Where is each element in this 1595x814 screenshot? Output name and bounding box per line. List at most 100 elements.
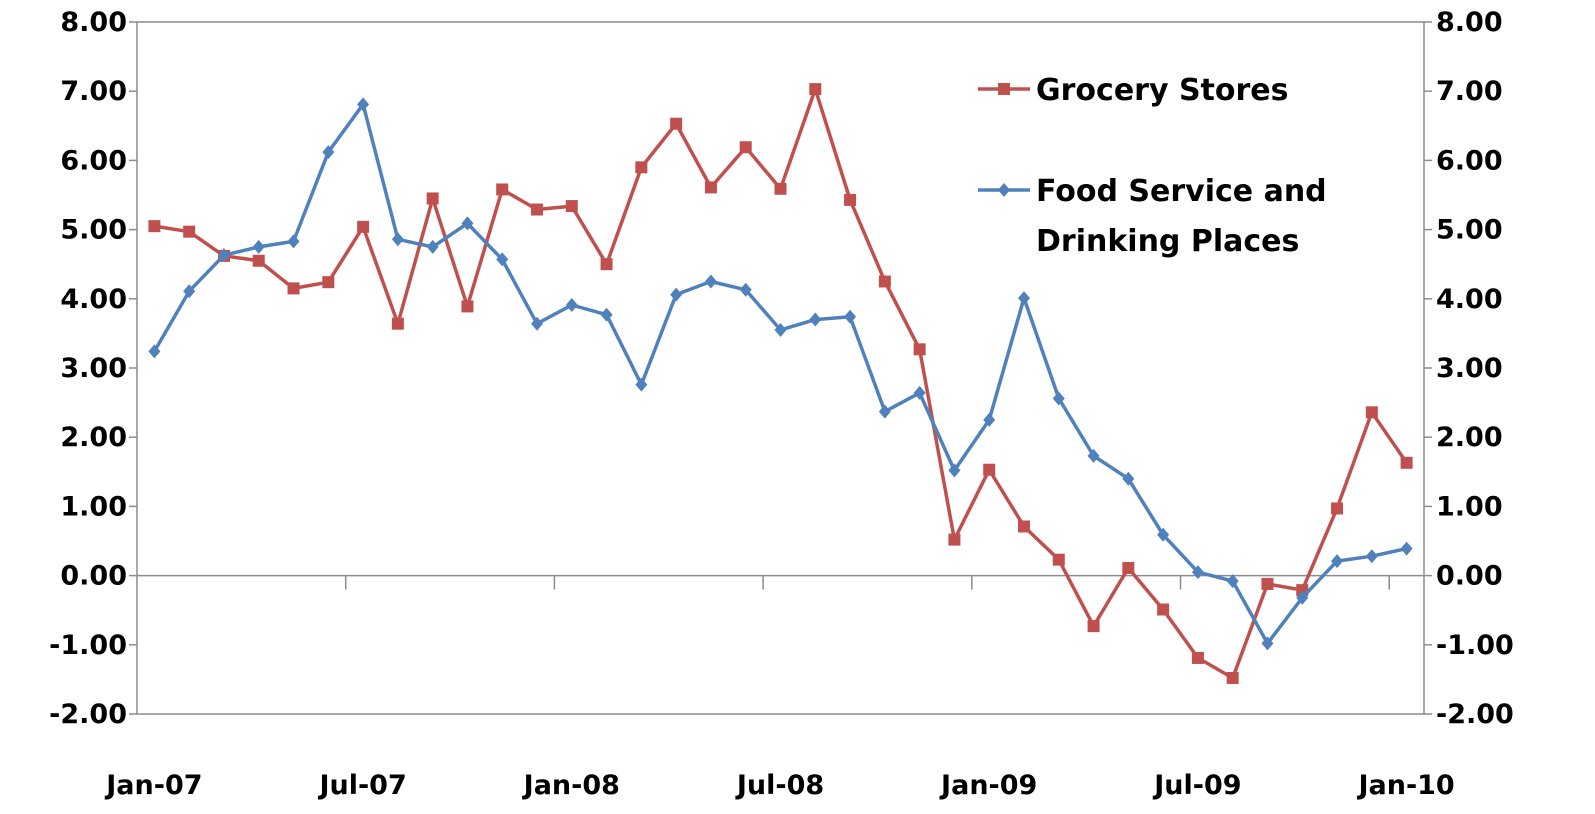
data-point (461, 216, 474, 231)
data-point (1087, 448, 1100, 463)
data-point (1191, 651, 1204, 664)
data-point (426, 192, 439, 205)
data-point (357, 97, 370, 112)
y-tick-label-left: -2.00 (49, 699, 127, 730)
data-point (670, 287, 683, 302)
data-point (844, 309, 857, 324)
data-point (913, 385, 926, 400)
data-point (809, 83, 822, 96)
data-point (1052, 553, 1065, 566)
data-point (565, 200, 578, 213)
data-point (183, 284, 196, 299)
data-point (322, 276, 335, 289)
y-tick-label-right: -2.00 (1436, 699, 1514, 730)
legend-label: Drinking Places (1036, 224, 1299, 259)
data-point (670, 117, 683, 130)
data-point (1226, 672, 1239, 685)
y-tick-label-right: 3.00 (1436, 353, 1503, 384)
data-point (1017, 520, 1030, 533)
legend-entry: Grocery Stores (978, 73, 1289, 108)
data-point (357, 220, 370, 233)
data-point (1191, 565, 1204, 580)
y-tick-label-left: -1.00 (49, 630, 127, 661)
data-point (635, 377, 648, 392)
data-point (1157, 527, 1170, 542)
x-tick-label: Jul-09 (1152, 770, 1241, 801)
y-tick-label-left: 0.00 (60, 561, 127, 592)
data-point (183, 225, 196, 238)
series-grocery-stores (148, 83, 1413, 685)
y-tick-label-right: 1.00 (1436, 491, 1503, 522)
data-point (531, 203, 544, 216)
data-point (1400, 541, 1413, 556)
legend-marker (998, 183, 1010, 197)
data-point (461, 300, 474, 313)
data-point (774, 182, 787, 195)
data-point (739, 282, 752, 297)
data-point (878, 404, 891, 419)
x-tick-label: Jan-10 (1356, 770, 1454, 801)
data-point (287, 282, 300, 295)
data-point (878, 275, 891, 288)
y-tick-label-left: 3.00 (60, 353, 127, 384)
data-point (565, 298, 578, 313)
data-point (1226, 574, 1239, 589)
data-point (635, 161, 648, 174)
data-point (1365, 549, 1378, 564)
data-point (1157, 603, 1170, 616)
data-point (322, 145, 335, 160)
y-tick-label-left: 5.00 (60, 215, 127, 246)
y-tick-label-right: 7.00 (1436, 76, 1503, 107)
data-point (983, 412, 996, 427)
legend-label: Grocery Stores (1036, 73, 1289, 108)
data-point (1122, 561, 1135, 574)
x-tick-label: Jul-08 (735, 770, 824, 801)
y-tick-label-left: 7.00 (60, 76, 127, 107)
data-point (844, 193, 857, 206)
data-point (391, 317, 404, 330)
data-point (809, 312, 822, 327)
data-point (426, 239, 439, 254)
y-tick-label-left: 8.00 (60, 7, 127, 38)
data-point (1400, 456, 1413, 469)
data-point (704, 181, 717, 194)
data-point (983, 463, 996, 476)
x-tick-label: Jan-08 (522, 770, 620, 801)
data-point (1087, 620, 1100, 633)
data-point (600, 258, 613, 271)
legend-entry: Food Service and Drinking Places (978, 174, 1327, 259)
data-point (1331, 502, 1344, 515)
data-point (252, 254, 265, 267)
data-point (287, 234, 300, 249)
y-tick-label-right: 8.00 (1436, 7, 1503, 38)
data-point (600, 307, 613, 322)
x-tick-label: Jul-07 (317, 770, 406, 801)
legend-label: Food Service and (1036, 174, 1327, 209)
y-tick-label-left: 6.00 (60, 145, 127, 176)
data-point (1365, 406, 1378, 419)
data-point (913, 343, 926, 356)
y-tick-label-right: 2.00 (1436, 422, 1503, 453)
data-point (1331, 554, 1344, 569)
y-tick-label-left: 1.00 (60, 491, 127, 522)
data-point (1261, 577, 1274, 590)
data-point (391, 232, 404, 247)
y-tick-label-right: -1.00 (1436, 630, 1514, 661)
y-tick-label-left: 2.00 (60, 422, 127, 453)
data-point (1052, 391, 1065, 406)
y-tick-label-right: 4.00 (1436, 284, 1503, 315)
data-point (948, 533, 961, 546)
x-tick-label: Jan-07 (104, 770, 202, 801)
data-point (217, 248, 230, 263)
data-point (148, 344, 161, 359)
data-point (496, 252, 509, 267)
data-point (1261, 636, 1274, 651)
plot-area (136, 21, 1425, 715)
data-point (148, 220, 161, 233)
data-point (531, 316, 544, 331)
y-tick-label-right: 6.00 (1436, 145, 1503, 176)
x-tick-label: Jan-09 (939, 770, 1037, 801)
series-food-service (148, 97, 1413, 651)
data-point (948, 463, 961, 478)
